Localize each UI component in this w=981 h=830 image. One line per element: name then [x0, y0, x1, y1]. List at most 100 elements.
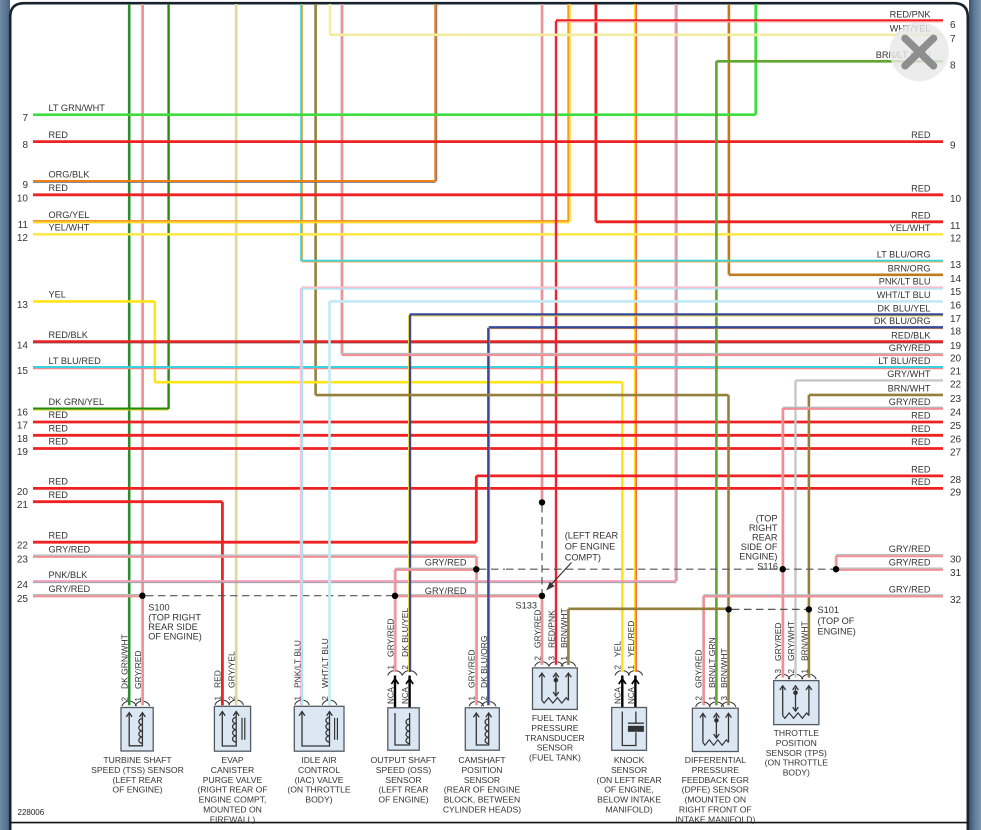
svg-text:LT BLU/RED: LT BLU/RED: [878, 356, 931, 366]
svg-text:WHT/LT BLU: WHT/LT BLU: [877, 290, 931, 300]
svg-text:1: 1: [293, 696, 302, 701]
svg-text:1: 1: [708, 696, 717, 701]
svg-text:GRY/RED: GRY/RED: [467, 649, 477, 688]
svg-text:RED: RED: [911, 411, 931, 421]
svg-text:9: 9: [950, 141, 956, 152]
svg-text:PNK/LT BLU: PNK/LT BLU: [879, 277, 931, 287]
svg-text:25: 25: [950, 421, 962, 432]
svg-text:2: 2: [480, 696, 489, 701]
svg-text:RED/BLK: RED/BLK: [891, 330, 931, 340]
svg-text:PRESSURE: PRESSURE: [692, 765, 740, 775]
svg-text:2: 2: [228, 696, 237, 701]
svg-text:21: 21: [950, 367, 962, 378]
svg-text:LT BLU/RED: LT BLU/RED: [49, 356, 102, 366]
svg-text:31: 31: [950, 568, 962, 579]
svg-text:24: 24: [17, 580, 29, 591]
svg-text:GRY/RED: GRY/RED: [889, 558, 931, 568]
svg-text:DK GRN/YEL: DK GRN/YEL: [49, 397, 105, 407]
svg-text:THROTTLE: THROTTLE: [774, 728, 820, 738]
svg-text:2: 2: [121, 697, 130, 702]
svg-text:8: 8: [950, 60, 956, 71]
svg-text:(TOP RIGHT: (TOP RIGHT: [148, 613, 201, 623]
svg-text:POSITION: POSITION: [776, 738, 817, 748]
svg-text:2: 2: [401, 665, 410, 670]
svg-text:2: 2: [694, 696, 703, 701]
svg-text:RED: RED: [911, 437, 931, 447]
svg-text:14: 14: [17, 340, 29, 351]
svg-text:GRY/RED: GRY/RED: [889, 397, 931, 407]
svg-text:RED: RED: [911, 477, 931, 487]
svg-text:RED: RED: [49, 530, 69, 540]
svg-text:(ON THROTTLE: (ON THROTTLE: [287, 785, 351, 795]
svg-text:22: 22: [17, 541, 29, 552]
svg-text:CAMSHAFT: CAMSHAFT: [458, 755, 506, 765]
svg-text:ENGINE): ENGINE): [818, 627, 856, 637]
svg-text:RED: RED: [213, 670, 223, 688]
svg-text:13: 13: [950, 260, 962, 271]
svg-text:1: 1: [134, 697, 143, 702]
svg-text:1: 1: [800, 669, 809, 674]
svg-text:1: 1: [560, 656, 569, 661]
svg-text:3: 3: [774, 669, 783, 674]
svg-text:BELOW INTAKE: BELOW INTAKE: [597, 795, 661, 805]
svg-text:NCA: NCA: [401, 686, 410, 704]
svg-text:LT GRN/WHT: LT GRN/WHT: [49, 103, 106, 113]
svg-text:17: 17: [17, 421, 29, 432]
svg-text:11: 11: [18, 220, 29, 231]
svg-text:1: 1: [468, 696, 477, 701]
svg-text:YEL: YEL: [613, 641, 623, 657]
svg-text:9: 9: [22, 180, 28, 191]
svg-text:RED: RED: [911, 464, 931, 474]
svg-text:17: 17: [950, 314, 962, 325]
svg-text:YEL/RED: YEL/RED: [626, 621, 636, 657]
svg-text:DK BLU/YEL: DK BLU/YEL: [877, 303, 930, 313]
svg-text:1: 1: [214, 696, 223, 701]
svg-text:26: 26: [950, 434, 962, 445]
svg-text:NCA: NCA: [614, 686, 623, 704]
svg-text:BRN/WHT: BRN/WHT: [799, 621, 809, 661]
svg-text:OF ENGINE,: OF ENGINE,: [604, 785, 654, 795]
svg-text:DK BLU/YEL: DK BLU/YEL: [400, 608, 410, 657]
svg-text:ENGINE COMPT,: ENGINE COMPT,: [199, 795, 267, 805]
svg-text:(REAR OF ENGINE: (REAR OF ENGINE: [444, 785, 521, 795]
svg-text:RED: RED: [49, 183, 69, 193]
svg-text:GRY/RED: GRY/RED: [425, 558, 467, 568]
svg-text:DK BLU/ORG: DK BLU/ORG: [874, 316, 931, 326]
svg-text:(MOUNTED ON: (MOUNTED ON: [685, 795, 747, 805]
svg-text:12: 12: [17, 233, 29, 244]
svg-text:2: 2: [614, 665, 623, 670]
svg-text:REAR SIDE: REAR SIDE: [148, 622, 198, 632]
svg-text:RED: RED: [49, 490, 69, 500]
svg-text:POSITION: POSITION: [461, 765, 502, 775]
svg-text:RED/PNK: RED/PNK: [546, 610, 556, 648]
svg-text:SENSOR: SENSOR: [385, 775, 421, 785]
svg-text:(ON LEFT REAR: (ON LEFT REAR: [596, 775, 661, 785]
svg-text:6: 6: [950, 20, 956, 31]
svg-text:18: 18: [950, 327, 962, 338]
svg-text:24: 24: [950, 407, 962, 418]
svg-text:S133: S133: [516, 601, 537, 611]
svg-text:SPEED (TSS) SENSOR: SPEED (TSS) SENSOR: [91, 765, 184, 775]
svg-text:RED/PNK: RED/PNK: [890, 9, 932, 19]
svg-text:MOUNTED ON: MOUNTED ON: [203, 805, 262, 815]
svg-text:BODY): BODY): [305, 795, 332, 805]
svg-text:DK GRN/WHT: DK GRN/WHT: [120, 634, 130, 689]
svg-text:PNK/LT BLU: PNK/LT BLU: [292, 640, 302, 688]
svg-text:BRN/WHT: BRN/WHT: [559, 608, 569, 648]
svg-text:KNOCK: KNOCK: [614, 755, 645, 765]
svg-text:GRY/RED: GRY/RED: [889, 343, 931, 353]
svg-text:23: 23: [17, 555, 29, 566]
svg-text:(TOP OF: (TOP OF: [818, 616, 855, 626]
svg-text:10: 10: [950, 194, 962, 205]
svg-text:DIFFERENTIAL: DIFFERENTIAL: [685, 755, 746, 765]
svg-text:27: 27: [950, 448, 962, 459]
svg-text:PNK/BLK: PNK/BLK: [49, 570, 89, 580]
svg-text:(DPFE) SENSOR: (DPFE) SENSOR: [682, 785, 749, 795]
svg-text:GRY/RED: GRY/RED: [385, 618, 395, 657]
svg-text:25: 25: [17, 594, 29, 605]
svg-text:RED: RED: [49, 437, 69, 447]
svg-text:FIREWALL): FIREWALL): [210, 814, 256, 824]
svg-text:SENSOR: SENSOR: [537, 743, 573, 753]
svg-text:23: 23: [950, 394, 962, 405]
svg-text:BODY): BODY): [783, 768, 810, 778]
